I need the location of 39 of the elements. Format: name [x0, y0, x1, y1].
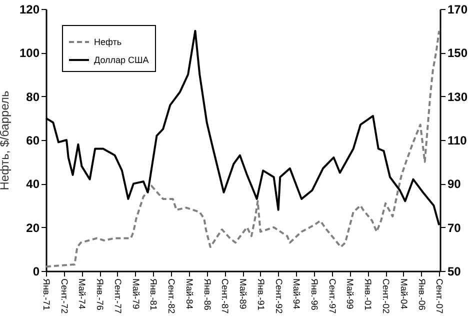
- y2-tick-label: 130: [448, 90, 468, 104]
- x-tick-label: Сент.-92: [274, 278, 284, 314]
- x-tick-label: Янв.-76: [95, 278, 106, 310]
- x-tick-label: Сент.-07: [434, 278, 445, 314]
- x-tick-label: Май-04: [398, 278, 409, 310]
- x-tick-label: Сент.-77: [112, 278, 123, 314]
- x-tick-label: Янв.-91: [256, 278, 266, 310]
- legend-label: Доллар США: [94, 55, 149, 65]
- x-tick-label: Янв.-06: [416, 278, 427, 310]
- y-tick-label: 0: [32, 264, 40, 278]
- x-tick-label: Янв.-01: [363, 278, 374, 310]
- x-tick-label: Май-74: [77, 278, 88, 310]
- y-tick-label: 20: [26, 220, 40, 235]
- y2-tick-label: 110: [448, 134, 468, 148]
- y2-tick-label: 50: [448, 264, 462, 278]
- y2-tick-label: 170: [448, 2, 468, 16]
- x-tick-label: Май-94: [292, 278, 302, 310]
- x-tick-label: Сент.-02: [381, 278, 392, 314]
- x-tick-label: Янв.-71: [42, 278, 52, 310]
- y-tick-label: 40: [26, 177, 40, 192]
- y-tick-label: 100: [19, 46, 40, 60]
- x-tick-label: Янв.-86: [202, 278, 212, 310]
- x-tick-label: Янв.-81: [148, 278, 159, 310]
- x-tick-label: Сент.-72: [59, 278, 70, 314]
- y2-tick-label: 70: [448, 220, 462, 235]
- x-tick-label: Сент.-82: [166, 278, 177, 314]
- legend-label: Нефть: [94, 37, 122, 47]
- y2-tick-label: 150: [448, 46, 468, 60]
- x-tick-label: Май-99: [345, 278, 356, 310]
- x-tick-label: Май-84: [184, 278, 194, 310]
- x-tick-label: Янв.-96: [310, 278, 320, 310]
- y-tick-label: 80: [26, 90, 40, 104]
- y-tick-label: 60: [26, 134, 40, 148]
- x-tick-label: Май-79: [130, 278, 141, 310]
- x-tick-label: Сент.-87: [220, 278, 230, 314]
- y-tick-label: 120: [19, 2, 40, 16]
- x-tick-label: Сент.-97: [327, 278, 338, 314]
- y2-tick-label: 90: [448, 177, 462, 192]
- x-tick-label: Май-89: [238, 278, 248, 310]
